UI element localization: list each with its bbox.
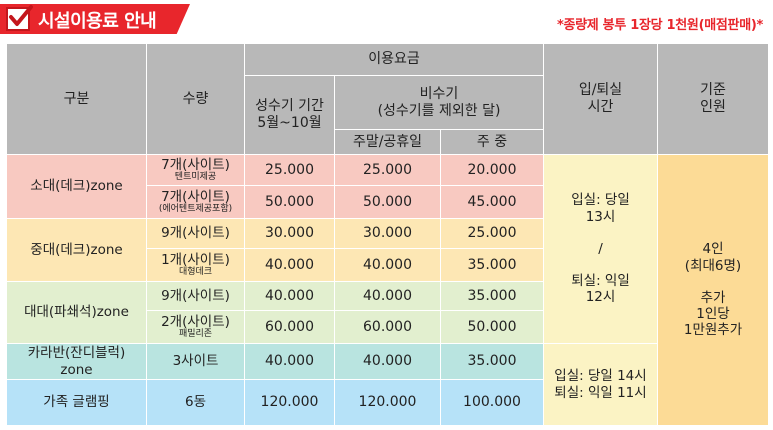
- table-row: 2개(사이트) 패밀리존 60.000 60.000 50.000: [7, 310, 769, 344]
- weekday-price: 50.000: [440, 310, 544, 344]
- table-row: 소대(데크)zone 7개(사이트) 텐트미제공 25.000 25.000 2…: [6, 154, 769, 426]
- weekend-price: 40.000: [334, 248, 441, 282]
- checkout-label: 퇴실: 익일: [571, 273, 630, 290]
- weekend-price: 50.000: [334, 185, 441, 219]
- weekend-price: 120.000: [334, 379, 441, 426]
- category-label-2: zone: [60, 361, 93, 378]
- quantity-cell: 9개(사이트): [146, 281, 245, 311]
- category-cell: 카라반(잔디블럭) zone: [6, 343, 147, 380]
- header-persons-label: 인원: [700, 99, 726, 115]
- title-banner: 시설이용료 안내: [0, 0, 197, 36]
- peak-price: 40.000: [244, 248, 335, 282]
- header-offpeak-label: 비수기: [419, 85, 459, 102]
- header-checkin-time: 입/퇴실 시간: [543, 43, 658, 155]
- checkout-hour: 12시: [585, 289, 616, 306]
- header-fee: 이용요금: [244, 43, 544, 76]
- header-offpeak: 비수기 (성수기를 제외한 달): [334, 75, 544, 130]
- peak-price: 30.000: [244, 218, 335, 249]
- header-checkin-label: 입/퇴실: [578, 82, 623, 99]
- quantity-note: 텐트미제공: [174, 172, 217, 183]
- quantity-label: 7개(사이트): [161, 188, 230, 205]
- peak-price: 40.000: [244, 281, 335, 311]
- weekend-price: 25.000: [334, 154, 441, 186]
- quantity-label: 7개(사이트): [161, 156, 230, 173]
- quantity-label: 1개(사이트): [161, 251, 230, 268]
- time-separator: /: [598, 240, 603, 257]
- table-row: 1개(사이트) 대형데크 40.000 40.000 35.000: [7, 248, 769, 282]
- weekday-price: 35.000: [440, 343, 544, 380]
- category-cell: 대대(파쇄석)zone: [6, 281, 147, 344]
- weekday-price: 25.000: [440, 218, 544, 249]
- quantity-cell: 9개(사이트): [146, 218, 245, 249]
- quantity-cell: 3사이트: [146, 343, 245, 380]
- header-weekday: 주 중: [440, 129, 544, 155]
- peak-price: 25.000: [244, 154, 335, 186]
- checkin-label: 입실: 당일: [571, 192, 630, 209]
- header-quantity: 수량: [146, 43, 245, 155]
- header-category: 구분: [6, 43, 147, 155]
- category-cell: 중대(데크)zone: [6, 218, 147, 282]
- weekend-price: 60.000: [334, 310, 441, 344]
- quantity-cell: 6동: [146, 379, 245, 426]
- category-label: 카라반(잔디블럭): [27, 345, 126, 362]
- header-peak-label: 성수기 기간: [255, 98, 324, 115]
- category-cell: 가족 글램핑: [6, 379, 147, 426]
- quantity-cell: 7개(사이트) (에어텐트제공포함): [146, 185, 245, 219]
- table-row: 7개(사이트) (에어텐트제공포함) 50.000 50.000 45.000: [7, 185, 769, 219]
- standard-persons-cell: 4인 (최대6명) 추가 1인당 1만원추가: [657, 154, 769, 426]
- standard-base: 4인: [702, 241, 724, 258]
- quantity-note: 패밀리존: [178, 329, 213, 340]
- header-standard: 기준 인원: [657, 43, 769, 155]
- header-offpeak-note: (성수기를 제외한 달): [377, 102, 501, 119]
- peak-price: 40.000: [244, 343, 335, 380]
- table-row: 가족 글램핑 6동 120.000 120.000 100.000: [6, 379, 769, 426]
- weekday-price: 20.000: [440, 154, 544, 186]
- standard-max: (최대6명): [684, 257, 742, 274]
- weekday-price: 100.000: [440, 379, 544, 426]
- weekend-price: 40.000: [334, 281, 441, 311]
- fee-table: 구분 수량 이용요금 입/퇴실 시간 기준 인원 성수기 기간 5월~10월 비…: [6, 43, 769, 426]
- peak-price: 50.000: [244, 185, 335, 219]
- page-title: 시설이용료 안내: [38, 11, 157, 32]
- peak-price: 120.000: [244, 379, 335, 426]
- bag-notice: *종량제 봉투 1장당 1천원(매점판매)*: [556, 18, 763, 33]
- weekend-price: 40.000: [334, 343, 441, 380]
- weekday-price: 35.000: [440, 281, 544, 311]
- quantity-cell: 2개(사이트) 패밀리존: [146, 310, 245, 344]
- standard-extra-per: 1인당: [696, 306, 730, 323]
- weekday-price: 45.000: [440, 185, 544, 219]
- header-standard-label: 기준: [700, 82, 726, 99]
- glamping-time-cell: 입실: 당일 14시 퇴실: 익일 11시: [543, 343, 658, 426]
- quantity-label: 2개(사이트): [161, 313, 230, 330]
- header-peak: 성수기 기간 5월~10월: [244, 75, 335, 155]
- peak-price: 60.000: [244, 310, 335, 344]
- standard-extra-fee: 1만원추가: [683, 322, 743, 339]
- table-row: 카라반(잔디블럭) zone 3사이트 40.000 40.000 35.000…: [6, 343, 769, 426]
- checkin-time-cell: 입실: 당일 13시 / 퇴실: 익일 12시: [543, 154, 658, 344]
- checkbox-icon: [6, 5, 33, 31]
- header-peak-period: 5월~10월: [257, 115, 322, 131]
- table-row: 중대(데크)zone 9개(사이트) 30.000 30.000 25.000: [6, 218, 769, 282]
- category-cell: 소대(데크)zone: [6, 154, 147, 219]
- checkin-hour: 13시: [585, 208, 616, 225]
- quantity-cell: 1개(사이트) 대형데크: [146, 248, 245, 282]
- table-row: 대대(파쇄석)zone 9개(사이트) 40.000 40.000 35.000: [6, 281, 769, 344]
- quantity-cell: 7개(사이트) 텐트미제공: [146, 154, 245, 186]
- standard-extra-label: 추가: [700, 290, 726, 306]
- quantity-note: 대형데크: [178, 267, 213, 278]
- glamping-checkout: 퇴실: 익일 11시: [554, 384, 647, 401]
- header-weekend: 주말/공휴일: [334, 129, 441, 155]
- weekday-price: 35.000: [440, 248, 544, 282]
- glamping-checkin: 입실: 당일 14시: [554, 368, 647, 385]
- quantity-note: (에어텐트제공포함): [158, 204, 233, 215]
- weekend-price: 30.000: [334, 218, 441, 249]
- header-time-label: 시간: [587, 99, 614, 115]
